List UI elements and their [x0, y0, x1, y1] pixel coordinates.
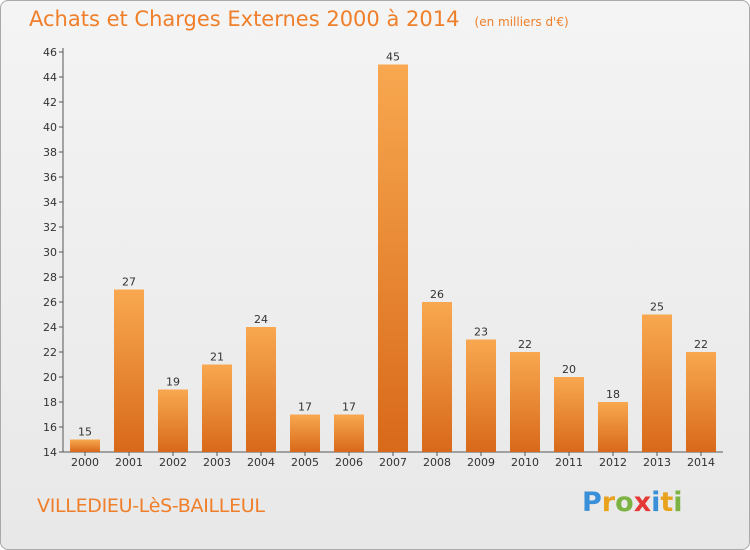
commune-name: VILLEDIEU-LèS-BAILLEUL: [37, 495, 265, 517]
bar-value-label: 20: [562, 363, 576, 376]
bar[interactable]: [70, 439, 100, 453]
y-tick-label: 30: [43, 246, 57, 259]
y-tick-label: 24: [43, 321, 57, 334]
logo-letter: o: [615, 487, 634, 518]
y-tick-label: 26: [43, 296, 57, 309]
y-tick-label: 16: [43, 421, 57, 434]
bar[interactable]: [510, 352, 540, 452]
bar[interactable]: [114, 289, 144, 453]
bar[interactable]: [642, 314, 672, 453]
y-tick-label: 40: [43, 121, 57, 134]
bar[interactable]: [554, 377, 584, 452]
y-tick-label: 34: [43, 196, 57, 209]
x-tick-label: 2014: [687, 456, 715, 469]
bar[interactable]: [598, 402, 628, 452]
chart-title: Achats et Charges Externes 2000 à 2014: [29, 7, 460, 31]
bars: [70, 64, 716, 453]
bar[interactable]: [158, 389, 188, 453]
chart-subtitle: (en milliers d'€): [474, 15, 569, 29]
y-tick-label: 14: [43, 446, 57, 459]
bar-value-label: 27: [122, 276, 136, 289]
bar[interactable]: [290, 414, 320, 453]
bar[interactable]: [466, 339, 496, 453]
x-tick-label: 2003: [203, 456, 231, 469]
x-tick-label: 2013: [643, 456, 671, 469]
bar[interactable]: [422, 302, 452, 452]
x-tick-label: 2006: [335, 456, 363, 469]
x-axis: 2000 2001 2002 2003 2004 2005 2006 2007 2008 2009…: [63, 451, 723, 469]
x-tick-label: 2005: [291, 456, 319, 469]
y-tick-label: 36: [43, 171, 57, 184]
logo-letter: P: [582, 487, 602, 518]
bar-value-label: 22: [518, 338, 532, 351]
bar-value-label: 24: [254, 313, 268, 326]
y-tick-label: 46: [43, 46, 57, 59]
y-tick-label: 22: [43, 346, 57, 359]
bar-value-label: 23: [474, 326, 488, 339]
logo-letter: i: [673, 487, 683, 518]
bar-value-label: 45: [386, 51, 400, 64]
logo-letter: x: [633, 487, 652, 518]
y-tick-label: 20: [43, 371, 57, 384]
x-tick-label: 2010: [511, 456, 539, 469]
x-tick-label: 2002: [159, 456, 187, 469]
x-tick-label: 2009: [467, 456, 495, 469]
y-tick-label: 42: [43, 96, 57, 109]
bar-value-label: 22: [694, 338, 708, 351]
y-tick-label: 38: [43, 146, 57, 159]
logo-letter: t: [660, 487, 674, 518]
title-row: Achats et Charges Externes 2000 à 2014 (…: [29, 7, 569, 31]
x-tick-label: 2007: [379, 456, 407, 469]
logo-letter: i: [651, 487, 661, 518]
x-tick-label: 2011: [555, 456, 583, 469]
x-tick-label: 2004: [247, 456, 275, 469]
bar-value-label: 26: [430, 288, 444, 301]
y-tick-label: 32: [43, 221, 57, 234]
bar[interactable]: [378, 64, 408, 453]
y-tick-label: 28: [43, 271, 57, 284]
bar-value-label: 15: [78, 426, 92, 439]
bar-value-label: 17: [342, 401, 356, 414]
x-tick-label: 2012: [599, 456, 627, 469]
x-tick-label: 2000: [71, 456, 99, 469]
value-labels: 15 27 19 21 24 17 17 45 26 23 22 20 18 25 22: [78, 51, 708, 439]
bar[interactable]: [686, 352, 716, 452]
x-tick-label: 2001: [115, 456, 143, 469]
y-tick-label: 18: [43, 396, 57, 409]
y-axis: 14 16 18 20 22 24 26 28 30 32 34 36 38 40 42 44 46: [43, 46, 64, 459]
bar[interactable]: [202, 364, 232, 453]
bar-value-label: 18: [606, 388, 620, 401]
bar-value-label: 25: [650, 301, 664, 314]
bar-value-label: 17: [298, 401, 312, 414]
y-tick-label: 44: [43, 71, 57, 84]
proxiti-logo[interactable]: Proxiti: [582, 487, 683, 518]
bar[interactable]: [246, 327, 276, 452]
bar-value-label: 21: [210, 351, 224, 364]
bar-value-label: 19: [166, 376, 180, 389]
x-tick-label: 2008: [423, 456, 451, 469]
logo-letter: r: [601, 487, 616, 518]
bar[interactable]: [334, 414, 364, 453]
